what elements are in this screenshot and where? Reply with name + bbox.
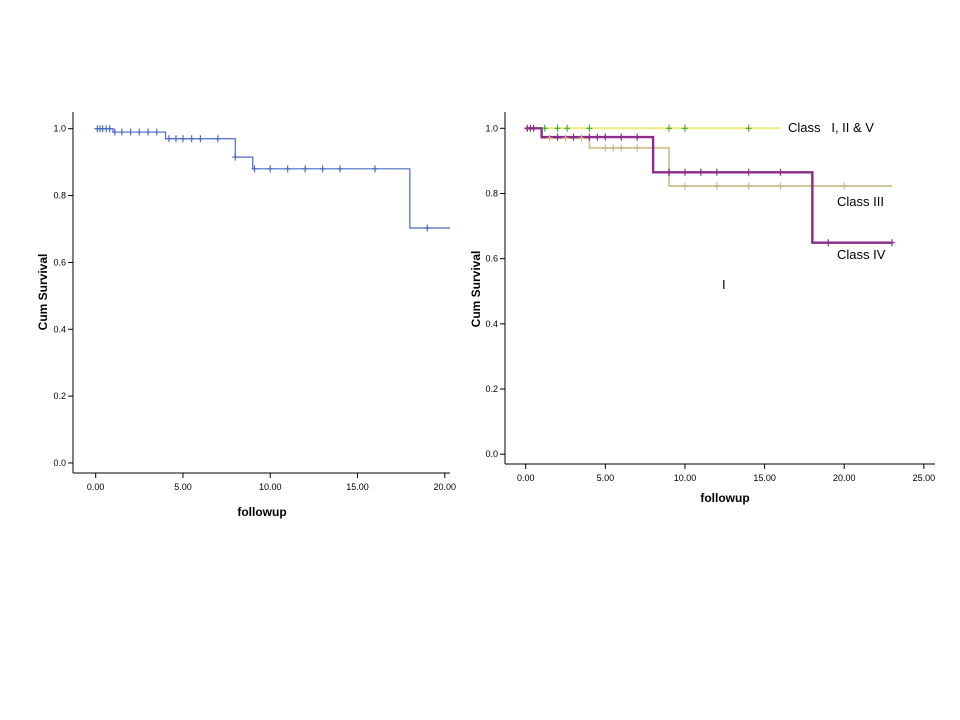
- censor-marker: [681, 182, 688, 190]
- censor-marker: [267, 165, 274, 173]
- censor-marker: [697, 168, 704, 176]
- series-layer: [525, 127, 892, 244]
- censor-marker: [179, 135, 186, 143]
- censor-marker: [145, 128, 152, 136]
- censor-marker: [153, 128, 160, 136]
- censor-marker: [825, 239, 832, 247]
- censor-marker: [745, 124, 752, 132]
- censor-marker: [284, 165, 291, 173]
- x-tick-label: 10.00: [674, 473, 697, 483]
- censor-marker: [106, 125, 113, 133]
- censor-marker: [111, 128, 118, 136]
- censor-marker: [172, 135, 179, 143]
- censor-marker: [424, 224, 431, 232]
- x-tick-label: 15.00: [346, 482, 369, 492]
- y-tick-label: 0.8: [53, 191, 66, 201]
- censor-marker: [232, 153, 239, 161]
- censor-marker: [554, 133, 561, 141]
- x-axis-title: followup: [237, 505, 286, 519]
- y-tick-label: 0.4: [53, 324, 66, 334]
- y-tick-label: 0.6: [485, 254, 498, 264]
- stray-mark: I: [722, 277, 726, 292]
- censor-marker: [602, 144, 609, 152]
- censor-marker: [136, 128, 143, 136]
- censor-marker: [586, 133, 593, 141]
- legend-label-class-iii: Class III: [837, 194, 884, 209]
- censor-marker: [197, 135, 204, 143]
- censor-marker: [371, 165, 378, 173]
- censor-marker: [777, 168, 784, 176]
- censor-marker: [618, 144, 625, 152]
- censor-marker: [713, 182, 720, 190]
- censor-marker: [118, 128, 125, 136]
- censor-marker: [319, 165, 326, 173]
- y-axis-title: Cum Survival: [469, 251, 483, 328]
- censor-marker: [546, 134, 553, 142]
- x-tick-label: 15.00: [753, 473, 776, 483]
- x-tick-label: 20.00: [433, 482, 456, 492]
- censor-marker: [666, 124, 673, 132]
- censor-marker: [681, 124, 688, 132]
- y-ticks: 0.0 0.2 0.4 0.6 0.8 1.0: [485, 123, 505, 459]
- censor-marker: [841, 182, 848, 190]
- censor-marker: [127, 128, 134, 136]
- x-tick-label: 25.00: [913, 473, 936, 483]
- censor-marker-layer: [94, 125, 431, 232]
- censor-marker: [188, 135, 195, 143]
- censor-marker: [165, 135, 172, 143]
- series-line-class-iv: [525, 127, 892, 244]
- y-tick-label: 0.4: [485, 319, 498, 329]
- censor-marker: [618, 133, 625, 141]
- censor-marker: [337, 165, 344, 173]
- legend-label-class-iv: Class IV: [837, 247, 886, 262]
- censor-marker: [586, 124, 593, 132]
- censor-marker-layer: [524, 124, 895, 247]
- censor-marker: [602, 133, 609, 141]
- x-ticks: 0.00 5.00 10.00 15.00 20.00: [87, 473, 456, 492]
- y-tick-label: 0.2: [485, 384, 498, 394]
- censor-marker: [594, 133, 601, 141]
- censor-marker: [681, 168, 688, 176]
- censor-marker: [610, 144, 617, 152]
- censor-marker: [745, 182, 752, 190]
- censor-marker: [564, 124, 571, 132]
- censor-marker: [578, 134, 585, 142]
- y-tick-label: 0.0: [485, 449, 498, 459]
- x-tick-label: 5.00: [174, 482, 192, 492]
- x-tick-label: 20.00: [833, 473, 856, 483]
- censor-marker: [570, 133, 577, 141]
- censor-marker: [302, 165, 309, 173]
- y-ticks: 0.0 0.2 0.4 0.6 0.8 1.0: [53, 124, 73, 468]
- censor-marker: [530, 124, 537, 132]
- censor-marker: [666, 168, 673, 176]
- censor-marker: [889, 239, 895, 247]
- y-tick-label: 1.0: [53, 124, 66, 134]
- censor-marker: [541, 124, 548, 132]
- censor-marker: [745, 168, 752, 176]
- censor-marker: [713, 168, 720, 176]
- censor-marker: [554, 124, 561, 132]
- x-tick-label: 10.00: [259, 482, 282, 492]
- y-tick-label: 0.0: [53, 458, 66, 468]
- censor-marker: [214, 135, 221, 143]
- legend-label-class-i-ii-v: Class I, II & V: [788, 120, 874, 135]
- x-tick-label: 0.00: [87, 482, 105, 492]
- x-tick-label: 0.00: [517, 473, 535, 483]
- x-axis-title: followup: [700, 491, 749, 505]
- y-tick-label: 0.8: [485, 188, 498, 198]
- censor-marker: [634, 133, 641, 141]
- y-tick-label: 0.6: [53, 257, 66, 267]
- y-tick-label: 1.0: [485, 123, 498, 133]
- censor-marker: [777, 182, 784, 190]
- y-axis-title: Cum Survival: [36, 254, 50, 331]
- x-ticks: 0.00 5.00 10.00 15.00 20.00 25.00: [517, 464, 935, 483]
- censor-marker: [251, 165, 258, 173]
- censor-marker: [562, 134, 569, 142]
- y-tick-label: 0.2: [53, 391, 66, 401]
- censor-marker: [634, 144, 641, 152]
- x-tick-label: 5.00: [597, 473, 615, 483]
